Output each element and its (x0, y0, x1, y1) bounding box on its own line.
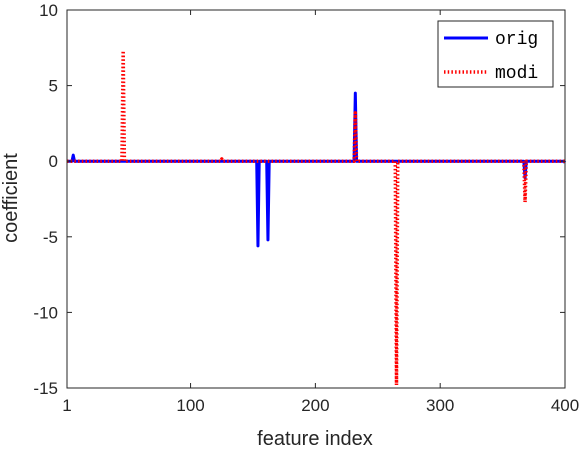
x-axis: 1 100 200 300 400 (62, 10, 579, 415)
y-tick-label: 10 (39, 1, 58, 20)
legend: orig modi (437, 20, 554, 88)
y-tick-label: 0 (49, 152, 58, 171)
x-axis-label: feature index (257, 428, 373, 450)
x-tick-label: 200 (301, 396, 329, 415)
plot-frame (66, 9, 566, 389)
y-axis-label: coefficient (0, 153, 22, 243)
x-tick-label: 300 (426, 396, 454, 415)
plot-area (66, 9, 567, 389)
y-tick-label: -10 (33, 303, 58, 322)
legend-label-orig: orig (495, 30, 538, 50)
x-tick-label: 1 (62, 396, 71, 415)
y-tick-label: 5 (49, 77, 58, 96)
y-axis: 10 5 0 -5 -10 -15 (33, 1, 565, 398)
x-tick-label: 100 (176, 396, 204, 415)
legend-box (437, 20, 554, 88)
series-line-modi (67, 49, 565, 387)
legend-label-modi: modi (495, 64, 538, 84)
y-tick-label: -15 (33, 379, 58, 398)
y-tick-label: -5 (43, 228, 58, 247)
x-tick-label: 400 (551, 396, 579, 415)
series-line-orig (67, 91, 567, 248)
